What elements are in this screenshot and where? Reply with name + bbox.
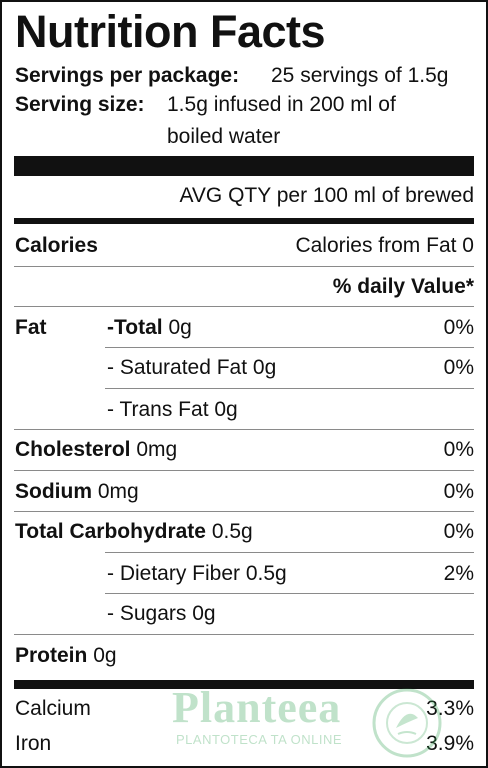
medium-divider (14, 218, 474, 224)
cholesterol-dv: 0% (443, 438, 474, 461)
fat-total-dv: 0% (443, 316, 474, 339)
carbohydrate-name: Total Carbohydrate (15, 520, 206, 543)
calories-from-fat: Calories from Fat 0 (295, 234, 474, 257)
watermark-tagline: PLANTOTECA TA ONLINE (176, 732, 343, 747)
sodium-row: Sodium 0mg (15, 480, 139, 504)
row-divider (14, 470, 474, 471)
mineral-name-iron: Iron (15, 732, 52, 755)
carbohydrate-row: Total Carbohydrate 0.5g (15, 520, 253, 544)
thick-divider (14, 156, 474, 176)
row-divider (14, 306, 474, 307)
trans-fat-name: - Trans Fat 0g (107, 398, 238, 421)
serving-size-value-line1: 1.5g infused in 200 ml of (167, 93, 396, 116)
protein-name: Protein (15, 644, 88, 667)
mineral-value-iron: 3.9% (426, 732, 474, 755)
sugars-name: - Sugars 0g (107, 602, 216, 625)
serving-size-value-line2: boiled water (167, 125, 281, 148)
serving-size-label: Serving size: (15, 93, 145, 116)
daily-value-header: % daily Value* (332, 275, 474, 298)
protein-row: Protein 0g (15, 644, 117, 668)
fat-group-label: Fat (15, 316, 47, 339)
saturated-fat-name: - Saturated Fat 0g (107, 356, 277, 379)
mineral-value-calcium: 3.3% (426, 697, 474, 720)
fat-total-name: -Total (107, 316, 163, 339)
row-divider (14, 266, 474, 267)
avg-qty-note: AVG QTY per 100 ml of brewed (179, 184, 474, 207)
row-divider (105, 593, 474, 594)
watermark-brand: Planteea (172, 683, 342, 732)
cholesterol-name: Cholesterol (15, 438, 131, 461)
dietary-fiber-name: - Dietary Fiber 0.5g (107, 562, 287, 585)
calories-label: Calories (15, 234, 98, 257)
planteea-watermark: Planteea PLANTOTECA TA ONLINE (172, 682, 452, 762)
dietary-fiber-dv: 2% (443, 562, 474, 585)
row-divider (14, 511, 474, 512)
thick-divider (14, 680, 474, 689)
carbohydrate-dv: 0% (443, 520, 474, 543)
servings-per-package-value: 25 servings of 1.5g (271, 64, 449, 87)
row-divider (14, 429, 474, 430)
cholesterol-amount: 0mg (136, 438, 178, 461)
row-divider (105, 552, 474, 553)
sodium-amount: 0mg (97, 480, 139, 503)
protein-amount: 0g (93, 644, 117, 667)
sodium-name: Sodium (15, 480, 92, 503)
sodium-dv: 0% (443, 480, 474, 503)
mineral-name-calcium: Calcium (15, 697, 91, 720)
row-divider (105, 388, 474, 389)
fat-total-amount: 0g (168, 316, 192, 339)
label-title: Nutrition Facts (15, 6, 326, 57)
cholesterol-row: Cholesterol 0mg (15, 438, 177, 462)
carbohydrate-amount: 0.5g (211, 520, 253, 543)
servings-per-package-label: Servings per package: (15, 64, 240, 87)
saturated-fat-dv: 0% (443, 356, 474, 379)
fat-total-row: -Total 0g (107, 316, 192, 340)
row-divider (14, 634, 474, 635)
row-divider (105, 347, 474, 348)
